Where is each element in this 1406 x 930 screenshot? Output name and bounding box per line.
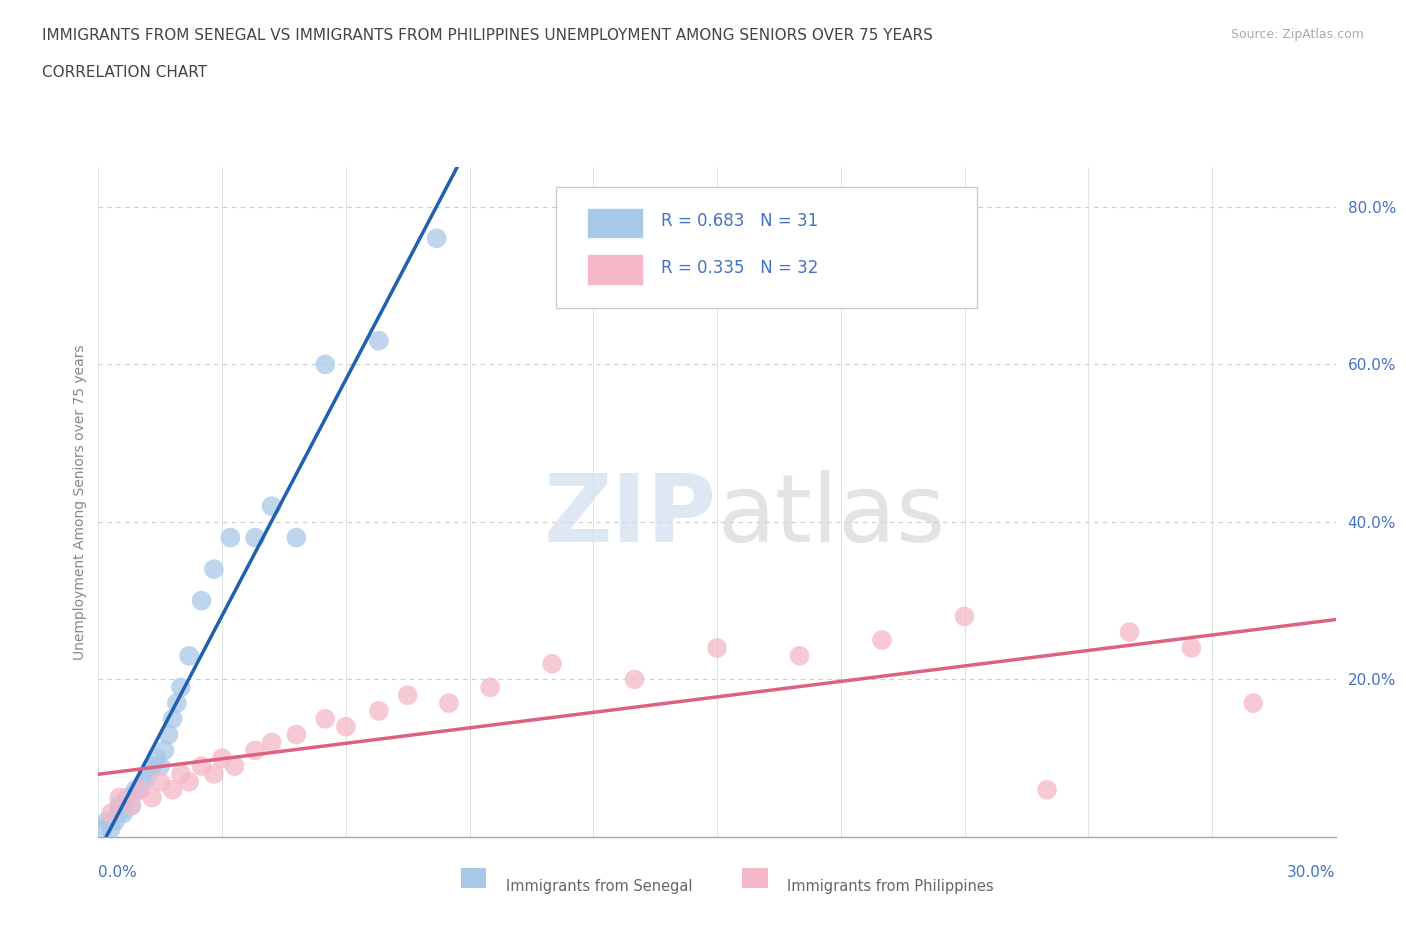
Point (108, 806, 131, 821)
FancyBboxPatch shape (588, 207, 643, 238)
Text: 30.0%: 30.0% (1288, 865, 1336, 880)
Y-axis label: Unemployment Among Seniors over 75 years: Unemployment Among Seniors over 75 years (73, 344, 87, 660)
Text: CORRELATION CHART: CORRELATION CHART (42, 65, 207, 80)
Point (100, 806, 122, 821)
Point (157, 727, 180, 742)
Text: atlas: atlas (717, 470, 945, 562)
Point (120, 798, 142, 813)
Point (190, 759, 212, 774)
Point (170, 680, 193, 695)
Point (314, 357, 336, 372)
Point (108, 790, 131, 805)
Point (108, 798, 131, 813)
Point (623, 672, 645, 687)
Point (128, 782, 150, 797)
Point (96, 814, 118, 829)
Point (243, 530, 266, 545)
Point (117, 790, 139, 805)
Point (870, 632, 893, 647)
Text: Source: ZipAtlas.com: Source: ZipAtlas.com (1230, 28, 1364, 41)
Point (219, 530, 242, 545)
Text: R = 0.683   N = 31: R = 0.683 N = 31 (661, 212, 818, 230)
Point (1036, 782, 1059, 797)
Point (162, 711, 184, 726)
Point (426, 231, 449, 246)
Point (141, 790, 163, 805)
Text: 0.0%: 0.0% (98, 865, 138, 880)
Point (91, 822, 114, 837)
Point (128, 782, 150, 797)
Point (1180, 641, 1202, 656)
Point (479, 680, 502, 695)
Point (314, 711, 336, 726)
Point (260, 735, 283, 750)
FancyBboxPatch shape (588, 255, 643, 285)
Point (1118, 625, 1140, 640)
Point (104, 814, 127, 829)
Text: ZIP: ZIP (544, 470, 717, 562)
Point (179, 648, 201, 663)
Text: R = 0.335   N = 32: R = 0.335 N = 32 (661, 259, 818, 277)
Point (367, 333, 389, 348)
Point (190, 593, 212, 608)
Point (367, 703, 389, 718)
Point (224, 759, 246, 774)
Point (179, 775, 201, 790)
Point (211, 751, 233, 765)
Point (437, 696, 460, 711)
Point (132, 775, 155, 790)
Text: Immigrants from Senegal: Immigrants from Senegal (506, 879, 693, 894)
Text: IMMIGRANTS FROM SENEGAL VS IMMIGRANTS FROM PHILIPPINES UNEMPLOYMENT AMONG SENIOR: IMMIGRANTS FROM SENEGAL VS IMMIGRANTS FR… (42, 28, 934, 43)
Point (120, 798, 142, 813)
Point (149, 759, 172, 774)
Point (149, 775, 172, 790)
FancyBboxPatch shape (557, 188, 977, 308)
Point (285, 530, 308, 545)
Point (136, 766, 159, 781)
Point (953, 609, 976, 624)
Point (396, 688, 419, 703)
Point (170, 766, 193, 781)
Point (335, 719, 357, 734)
Point (202, 766, 225, 781)
Point (789, 648, 811, 663)
Text: Immigrants from Philippines: Immigrants from Philippines (787, 879, 994, 894)
Point (202, 562, 225, 577)
Point (706, 641, 728, 656)
Point (145, 751, 167, 765)
Point (112, 806, 135, 821)
Point (162, 782, 184, 797)
Point (285, 727, 308, 742)
Point (1241, 696, 1264, 711)
Point (153, 743, 176, 758)
Point (100, 822, 122, 837)
Point (166, 696, 188, 711)
Point (260, 498, 283, 513)
Point (243, 743, 266, 758)
Point (541, 657, 564, 671)
Point (141, 759, 163, 774)
Point (124, 782, 146, 797)
